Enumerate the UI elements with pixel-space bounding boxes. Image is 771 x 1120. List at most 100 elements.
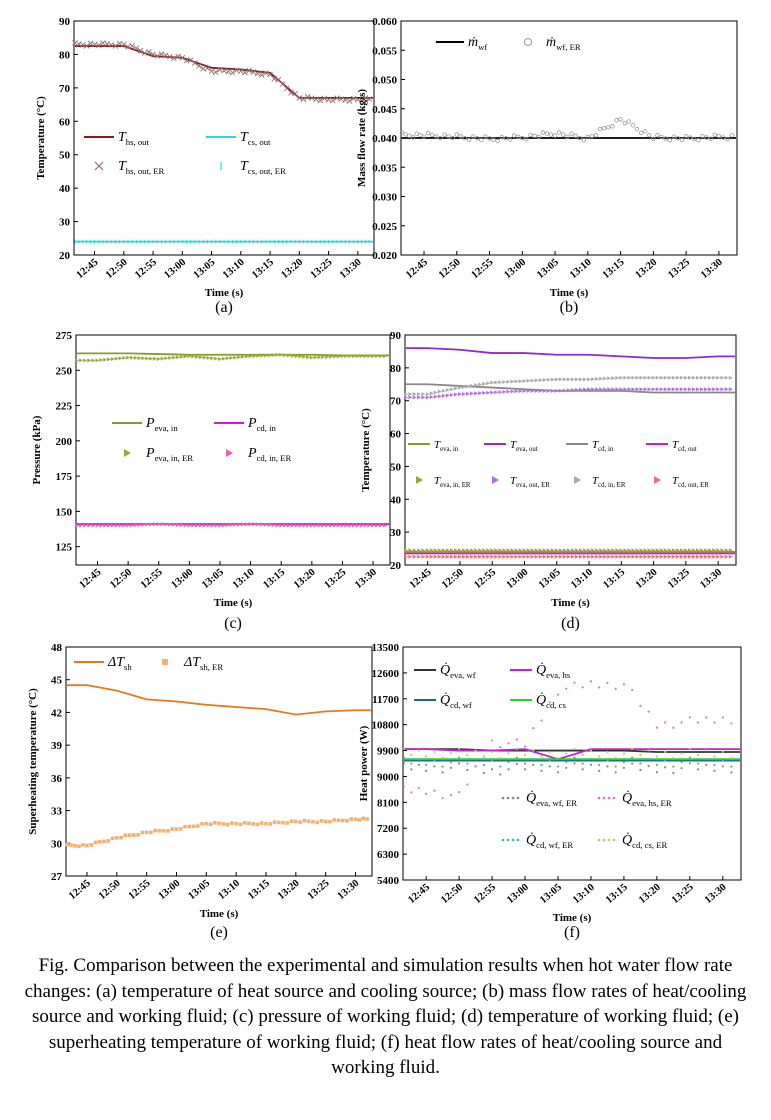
data-point <box>466 384 471 389</box>
data-point <box>623 375 628 380</box>
data-point <box>647 749 650 752</box>
data-point <box>474 757 477 761</box>
legend-swatch <box>501 796 505 800</box>
data-point <box>627 387 632 392</box>
data-point <box>556 130 562 135</box>
data-point <box>446 134 451 139</box>
data-point <box>402 785 406 788</box>
data-point <box>534 548 539 553</box>
data-point <box>238 822 243 827</box>
data-point <box>538 388 543 393</box>
data-point <box>137 47 144 54</box>
data-point <box>110 836 115 841</box>
data-point <box>663 387 668 392</box>
data-point <box>595 387 600 392</box>
data-point <box>691 375 696 380</box>
data-point <box>716 554 721 559</box>
data-point <box>69 843 73 847</box>
data-point <box>566 377 571 382</box>
data-point <box>288 89 294 96</box>
series-f-7 <box>402 747 733 760</box>
data-point <box>321 523 326 528</box>
legend-swatch <box>524 38 532 46</box>
data-point <box>421 395 426 400</box>
data-point <box>65 842 69 847</box>
data-point <box>705 763 708 766</box>
data-point <box>252 353 257 358</box>
data-point <box>530 388 535 393</box>
data-point <box>486 554 491 559</box>
data-point <box>721 750 724 754</box>
data-point <box>103 523 108 528</box>
y-tick-label: 175 <box>56 471 73 483</box>
data-point <box>192 60 198 66</box>
data-point <box>425 395 430 400</box>
x-tick-label: 13:30 <box>698 567 724 591</box>
data-point <box>647 387 652 392</box>
data-point <box>271 353 276 358</box>
data-point <box>532 727 535 730</box>
data-point <box>445 393 450 398</box>
legend-label: Q̇cd, cs, ER <box>622 832 668 850</box>
y-tick-label: 60 <box>390 429 402 441</box>
legend-entry: Tcd, out <box>646 439 697 453</box>
data-point <box>458 790 461 794</box>
data-point <box>311 819 315 824</box>
data-point <box>313 355 318 360</box>
data-point <box>353 817 358 822</box>
data-point <box>417 554 422 559</box>
data-point <box>614 765 617 768</box>
data-point <box>671 554 676 559</box>
data-point <box>321 95 328 102</box>
data-point <box>225 523 230 528</box>
y-axis-label: Heat power (W) <box>358 725 370 801</box>
legend-swatch <box>612 796 616 800</box>
data-point <box>725 136 730 142</box>
data-point <box>552 133 558 138</box>
data-point <box>404 395 408 400</box>
data-point <box>371 523 376 528</box>
data-point <box>276 820 281 825</box>
data-point <box>73 843 77 848</box>
data-point <box>217 356 222 361</box>
data-point <box>449 548 454 553</box>
legend-swatch <box>511 796 515 800</box>
data-point <box>478 382 483 387</box>
data-point <box>506 554 511 559</box>
data-point <box>449 752 452 755</box>
data-point <box>622 683 626 686</box>
data-point <box>225 68 232 75</box>
data-point <box>507 752 510 755</box>
data-point <box>593 133 599 138</box>
y-tick-label: 0.030 <box>372 192 397 204</box>
data-point <box>195 824 200 828</box>
data-point <box>466 548 471 553</box>
data-point <box>507 742 510 745</box>
legend-swatch <box>506 838 510 842</box>
data-point <box>296 95 303 101</box>
data-point <box>490 768 494 771</box>
data-point <box>417 548 422 553</box>
data-point <box>631 747 634 751</box>
data-point <box>171 55 177 62</box>
data-point <box>160 522 165 527</box>
data-point <box>93 840 98 845</box>
y-tick-label: 90 <box>59 16 71 28</box>
data-point <box>458 134 464 139</box>
data-point <box>728 554 733 559</box>
legend-swatch <box>226 449 233 457</box>
legend-entry: ṁwf <box>436 35 487 52</box>
data-point <box>321 355 326 360</box>
data-point <box>294 523 299 528</box>
data-point <box>152 522 157 527</box>
data-point <box>542 548 547 553</box>
data-point <box>260 353 265 358</box>
data-point <box>611 548 616 553</box>
data-point <box>611 554 616 559</box>
data-point <box>286 523 291 528</box>
data-point <box>570 388 575 393</box>
data-point <box>404 392 408 397</box>
data-point <box>410 762 413 765</box>
data-point <box>457 385 462 390</box>
